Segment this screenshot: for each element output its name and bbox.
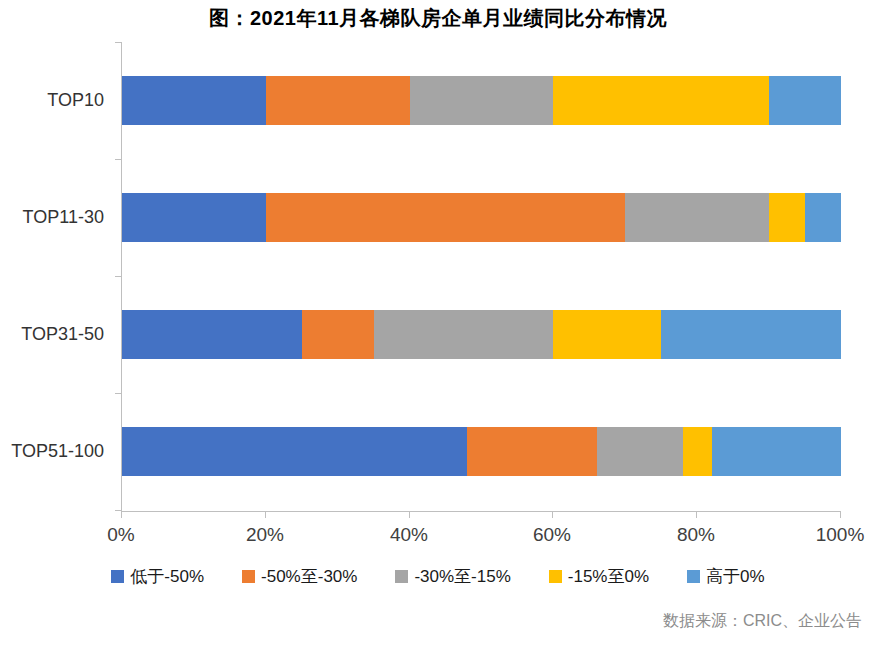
legend-label: -30%至-15% (414, 565, 510, 588)
x-tick-label: 60% (533, 524, 571, 546)
bar-segment (122, 310, 302, 359)
plot-area (121, 42, 841, 512)
y-tick-mark (115, 42, 121, 43)
chart-canvas: 图：2021年11月各梯队房企单月业绩同比分布情况 TOP10TOP11-30T… (0, 0, 876, 645)
legend-label: 高于0% (706, 565, 765, 588)
x-tick-mark (552, 512, 553, 518)
legend-label: 低于-50% (130, 565, 204, 588)
bar-segment (769, 76, 841, 125)
legend-label: -50%至-30% (261, 565, 357, 588)
x-tick-label: 0% (107, 524, 134, 546)
bar-segment (769, 193, 805, 242)
x-tick-label: 80% (677, 524, 715, 546)
bar-segment (597, 427, 683, 476)
bar-segment (302, 310, 374, 359)
x-tick-label: 40% (390, 524, 428, 546)
legend-item: 高于0% (687, 565, 765, 588)
x-tick-mark (840, 512, 841, 518)
x-tick-mark (696, 512, 697, 518)
y-tick-mark (115, 276, 121, 277)
bar-segment (625, 193, 769, 242)
x-tick-mark (121, 512, 122, 518)
legend-swatch-icon (242, 570, 255, 583)
category-label: TOP51-100 (0, 393, 113, 510)
legend-swatch-icon (549, 570, 562, 583)
legend-item: -30%至-15% (395, 565, 510, 588)
bar-segment (410, 76, 554, 125)
bar-segment (122, 76, 266, 125)
stacked-bar (122, 76, 841, 125)
bar-segment (122, 427, 467, 476)
bar-segment (661, 310, 841, 359)
x-tick-mark (265, 512, 266, 518)
bar-segment (374, 310, 554, 359)
bar-segment (805, 193, 841, 242)
legend-item: 低于-50% (111, 565, 204, 588)
bar-segment (266, 76, 410, 125)
legend-swatch-icon (687, 570, 700, 583)
x-tick-label: 100% (816, 524, 865, 546)
bar-row-top31-50 (122, 276, 841, 393)
y-tick-mark (115, 159, 121, 160)
stacked-bar (122, 310, 841, 359)
bar-segment (122, 193, 266, 242)
stacked-bar (122, 427, 841, 476)
legend-label: -15%至0% (568, 565, 649, 588)
bar-segment (266, 193, 626, 242)
bar-segment (467, 427, 596, 476)
bar-segment (553, 310, 661, 359)
stacked-bar (122, 193, 841, 242)
chart-title: 图：2021年11月各梯队房企单月业绩同比分布情况 (0, 5, 876, 32)
legend-swatch-icon (111, 570, 124, 583)
legend: 低于-50% -50%至-30% -30%至-15% -15%至0% 高于0% (0, 565, 876, 588)
bar-row-top11-30 (122, 159, 841, 276)
category-label: TOP31-50 (0, 276, 113, 393)
bar-row-top10 (122, 42, 841, 159)
x-tick-mark (409, 512, 410, 518)
bar-row-top51-100 (122, 393, 841, 510)
y-tick-mark (115, 393, 121, 394)
bar-segment (553, 76, 769, 125)
bar-segment (683, 427, 712, 476)
legend-item: -15%至0% (549, 565, 649, 588)
category-label: TOP11-30 (0, 159, 113, 276)
category-label: TOP10 (0, 42, 113, 159)
legend-swatch-icon (395, 570, 408, 583)
x-tick-label: 20% (246, 524, 284, 546)
legend-item: -50%至-30% (242, 565, 357, 588)
source-note: 数据来源：CRIC、企业公告 (663, 611, 862, 632)
y-tick-mark (115, 510, 121, 511)
bar-segment (712, 427, 841, 476)
